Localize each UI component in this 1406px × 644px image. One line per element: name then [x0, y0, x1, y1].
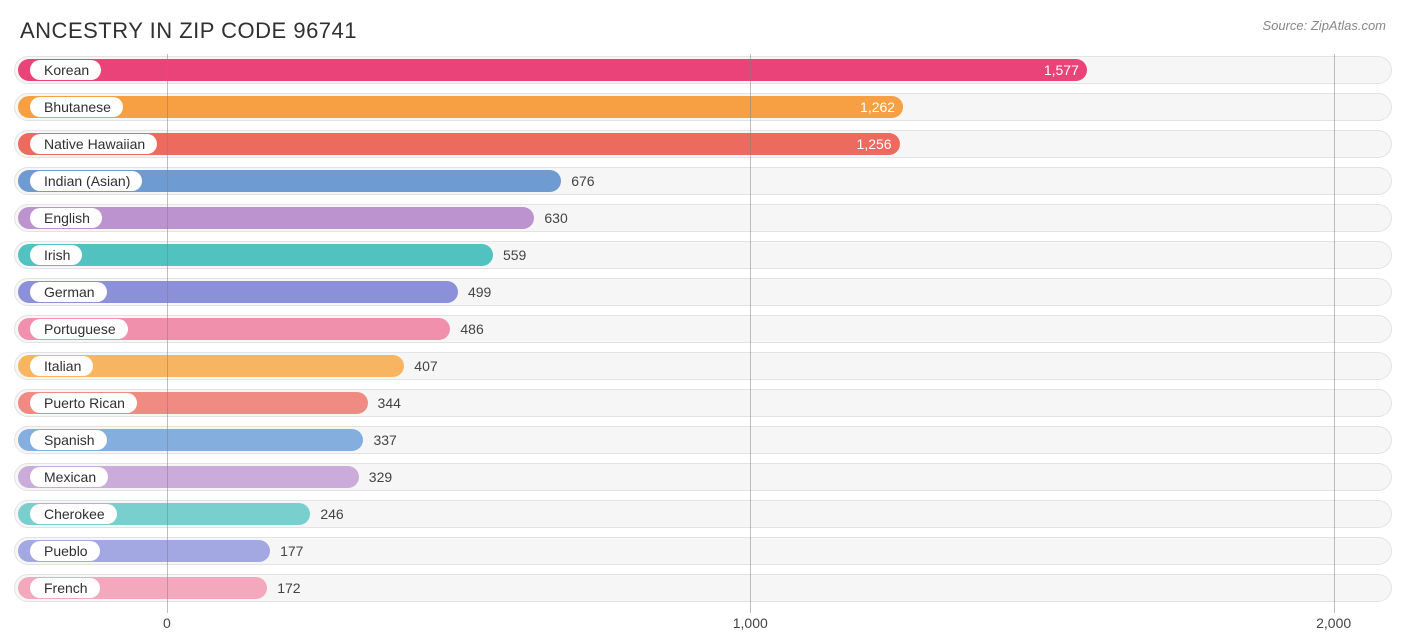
value-label: 499: [468, 284, 491, 300]
bar: [18, 244, 493, 266]
value-label: 407: [414, 358, 437, 374]
category-label: Mexican: [30, 467, 108, 487]
value-label: 344: [378, 395, 401, 411]
bar-row: Native Hawaiian 1,256: [14, 128, 1392, 160]
bar-row: English 630: [14, 202, 1392, 234]
value-label: 1,577: [1044, 62, 1079, 78]
x-tick-label: 1,000: [733, 615, 768, 631]
category-label: Puerto Rican: [30, 393, 137, 413]
category-label: Indian (Asian): [30, 171, 142, 191]
value-label: 246: [320, 506, 343, 522]
category-label: Spanish: [30, 430, 107, 450]
category-label: German: [30, 282, 107, 302]
category-label: Portuguese: [30, 319, 128, 339]
bar-row: Indian (Asian) 676: [14, 165, 1392, 197]
value-label: 1,256: [857, 136, 892, 152]
x-tick-label: 2,000: [1316, 615, 1351, 631]
bar-row: Puerto Rican 344: [14, 387, 1392, 419]
chart-header: ANCESTRY IN ZIP CODE 96741 Source: ZipAt…: [0, 0, 1406, 54]
value-label: 337: [373, 432, 396, 448]
gridline: [167, 54, 168, 613]
bar-row: Korean 1,577: [14, 54, 1392, 86]
bar: [18, 59, 1087, 81]
gridline: [1334, 54, 1335, 613]
category-label: Pueblo: [30, 541, 100, 561]
category-label: Italian: [30, 356, 93, 376]
category-label: Native Hawaiian: [30, 134, 157, 154]
value-label: 630: [544, 210, 567, 226]
bar-row: Spanish 337: [14, 424, 1392, 456]
value-label: 559: [503, 247, 526, 263]
value-label: 172: [277, 580, 300, 596]
value-label: 1,262: [860, 99, 895, 115]
chart-source: Source: ZipAtlas.com: [1262, 18, 1386, 33]
category-label: Bhutanese: [30, 97, 123, 117]
ancestry-chart: ANCESTRY IN ZIP CODE 96741 Source: ZipAt…: [0, 0, 1406, 644]
bar-row: Pueblo 177: [14, 535, 1392, 567]
category-label: Irish: [30, 245, 82, 265]
gridline: [750, 54, 751, 613]
value-label: 486: [460, 321, 483, 337]
category-label: Korean: [30, 60, 101, 80]
value-label: 177: [280, 543, 303, 559]
bar-row: German 499: [14, 276, 1392, 308]
bar: [18, 96, 903, 118]
bar-row: Irish 559: [14, 239, 1392, 271]
value-label: 676: [571, 173, 594, 189]
bar-row: Bhutanese 1,262: [14, 91, 1392, 123]
category-label: French: [30, 578, 100, 598]
bar-row: Cherokee 246: [14, 498, 1392, 530]
value-label: 329: [369, 469, 392, 485]
x-tick-label: 0: [163, 615, 171, 631]
x-axis: 0 1,000 2,000: [14, 609, 1392, 639]
plot-area: Korean 1,577 Bhutanese 1,262 Native Hawaiian…: [0, 54, 1406, 604]
category-label: English: [30, 208, 102, 228]
bar-row: Italian 407: [14, 350, 1392, 382]
bar-row: Portuguese 486: [14, 313, 1392, 345]
category-label: Cherokee: [30, 504, 117, 524]
bar-row: French 172: [14, 572, 1392, 604]
chart-title: ANCESTRY IN ZIP CODE 96741: [20, 18, 357, 44]
bar-row: Mexican 329: [14, 461, 1392, 493]
